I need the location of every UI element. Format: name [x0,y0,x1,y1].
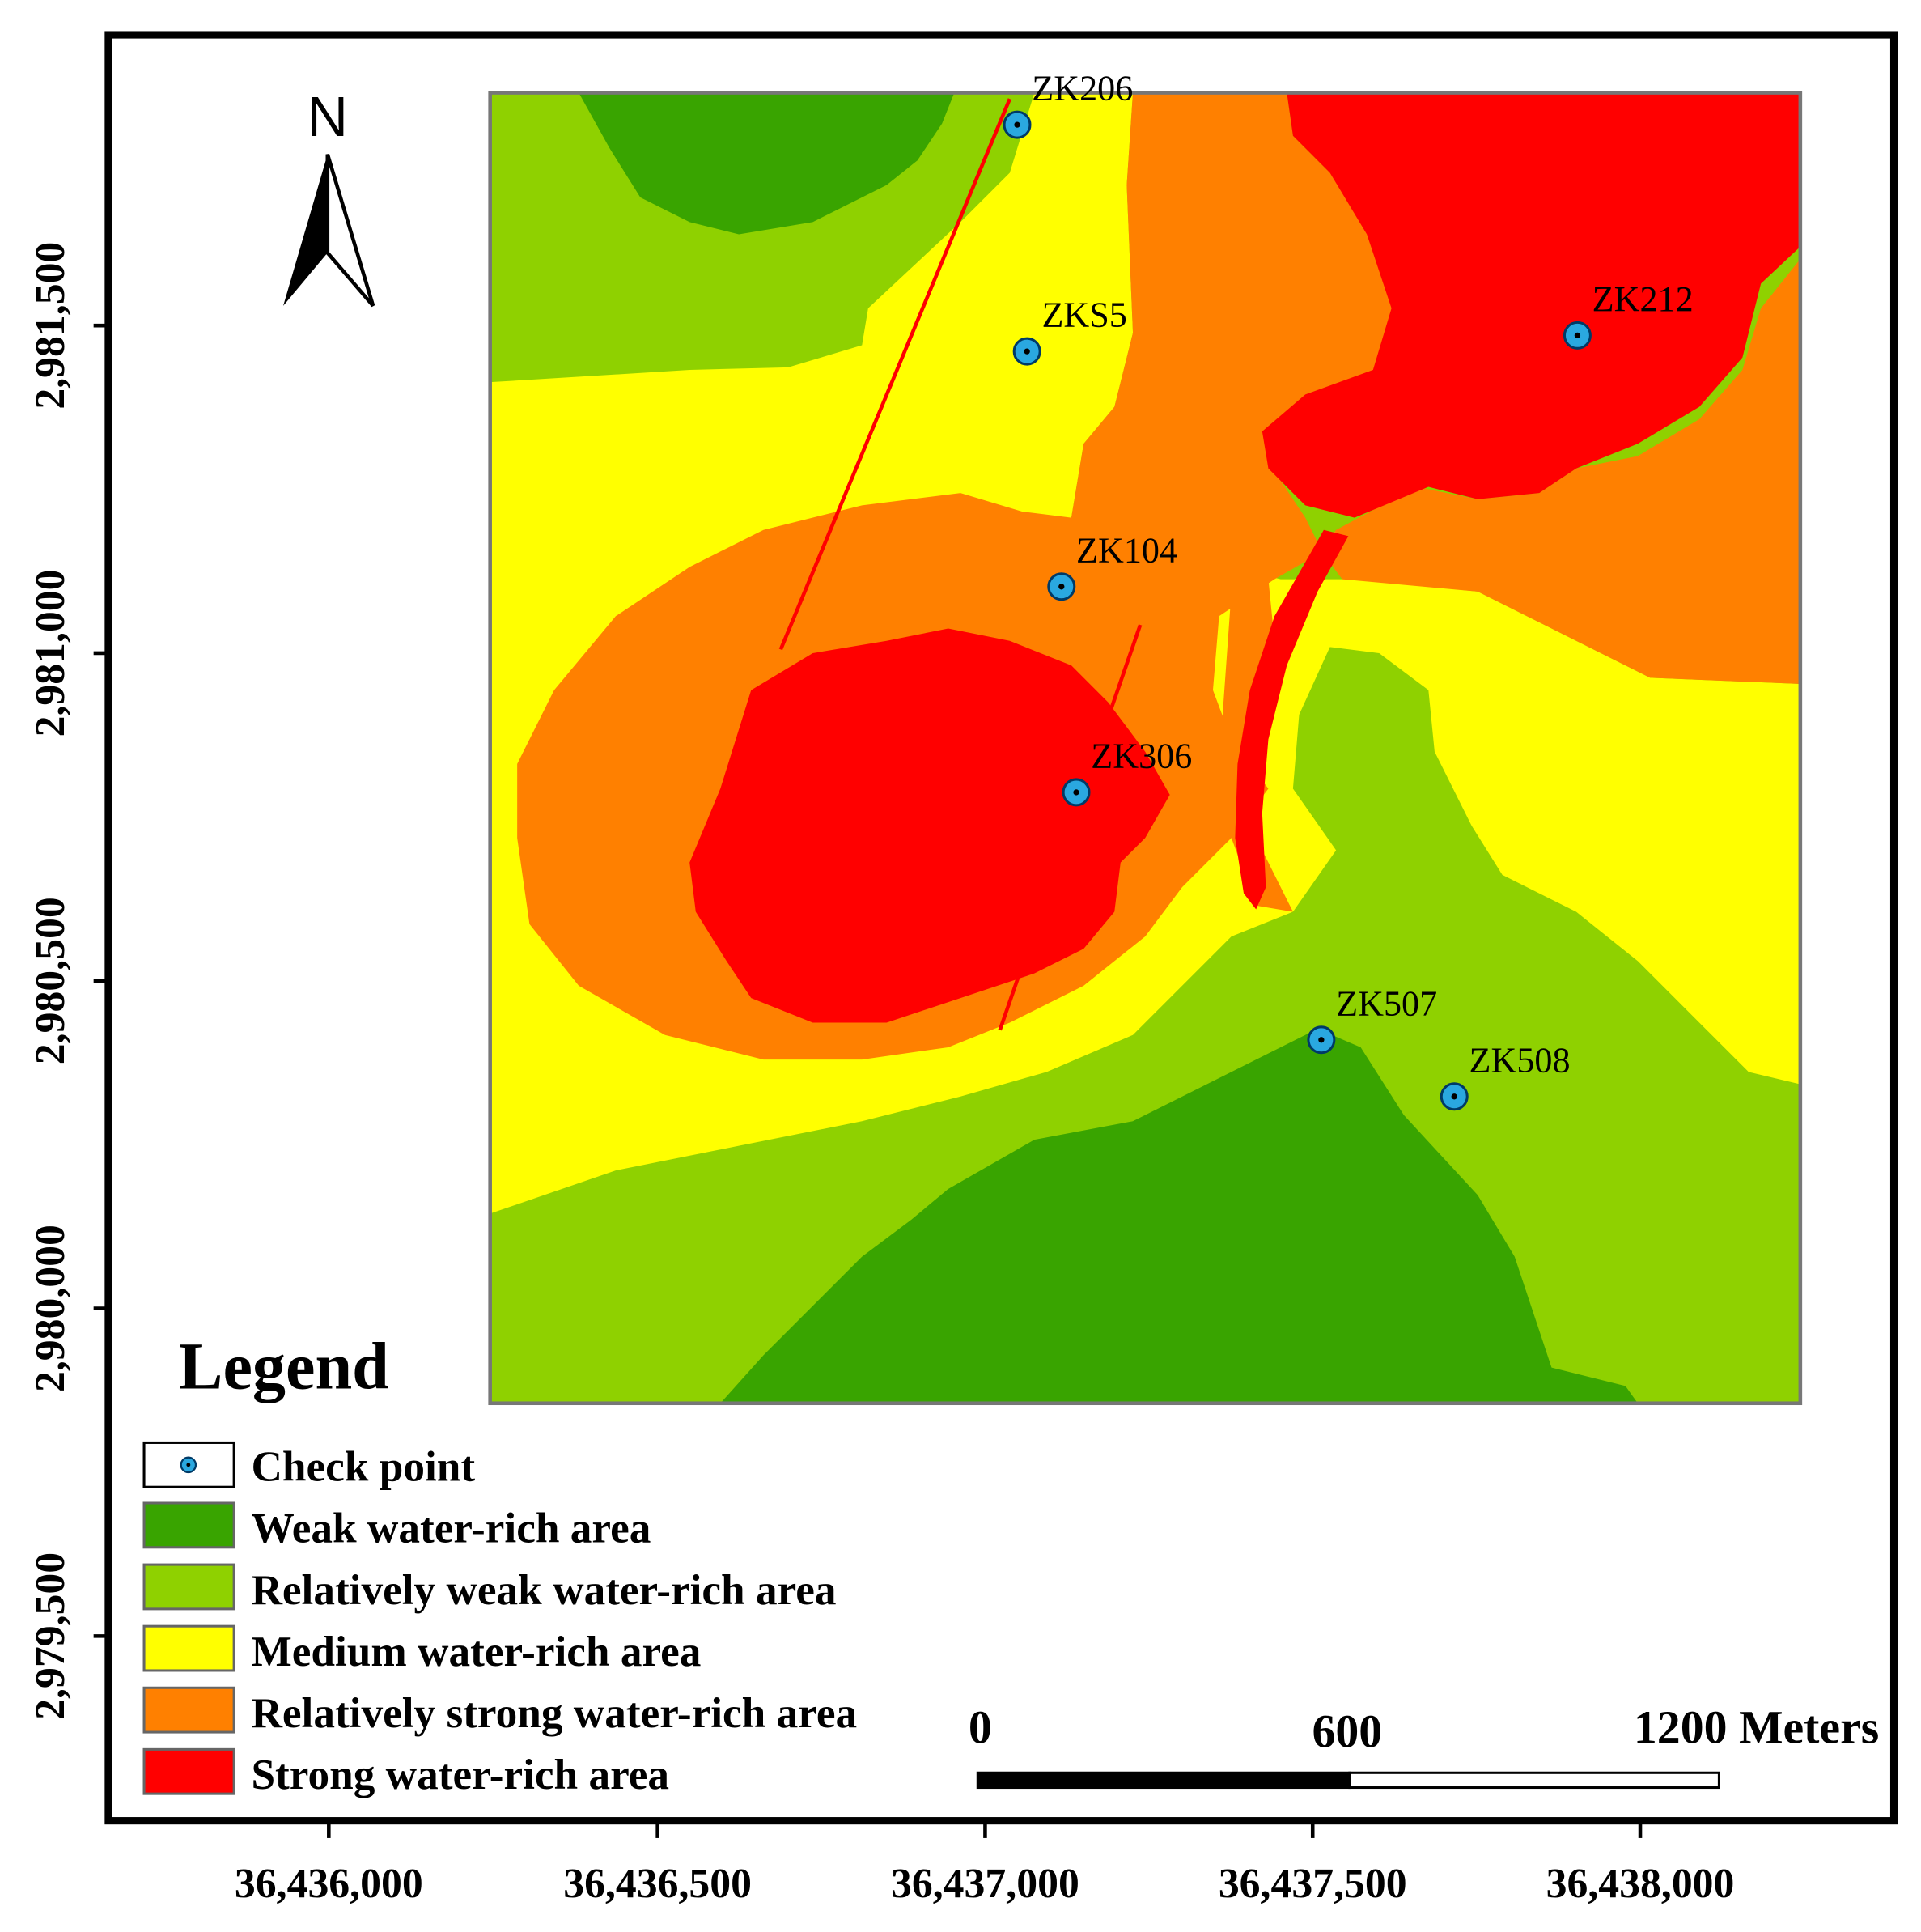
check-point-label: ZKS5 [1041,295,1126,335]
x-tick-label: 36,438,000 [1546,1861,1735,1907]
north-arrow-right-half [325,153,375,308]
zone-weak-bottom [720,1029,1638,1403]
y-tick-label: 2,980,500 [28,897,74,1064]
map-panel [488,91,1803,1406]
check-point: ZK104 [1047,530,1177,601]
y-tick-label: 2,981,000 [28,569,74,737]
y-axis: 2,981,500 2,981,000 2,980,500 2,980,000 … [28,242,108,1720]
legend: Legend Check point Weak water-rich area … [142,1329,857,1798]
legend-swatch [142,1501,235,1549]
legend-item-label: Medium water-rich area [251,1628,701,1675]
legend-swatch [142,1624,235,1672]
check-point-label: ZK306 [1091,736,1192,775]
legend-item-label: Relatively strong water-rich area [251,1689,857,1737]
scale-bar: 0 600 1200 Meters [969,1701,1879,1790]
legend-item-label: Check point [251,1443,475,1491]
legend-item-label: Strong water-rich area [251,1751,669,1798]
check-point: ZK508 [1440,1040,1571,1111]
y-tick-label: 2,981,500 [28,242,74,410]
check-point-label: ZK104 [1076,530,1177,570]
x-tick-label: 36,437,500 [1219,1861,1407,1907]
legend-swatch [142,1563,235,1611]
legend-item-label: Relatively weak water-rich area [251,1566,836,1614]
check-point-label: ZK507 [1336,983,1437,1023]
scale-bar-label: 1200 Meters [1634,1701,1879,1754]
zone-strong-top [1262,92,1800,518]
zone-strong-central [689,628,1170,1023]
fault-line-north [778,98,1011,651]
check-point: ZK206 [1003,69,1133,139]
x-tick-label: 36,436,500 [563,1861,752,1907]
x-axis: 36,436,000 36,436,500 36,437,000 36,437,… [235,1820,1735,1907]
map-panel-border [488,91,1803,1406]
scale-bar-black-segment [976,1771,1351,1790]
zone-weak-top [579,92,955,235]
check-point: ZK212 [1563,279,1694,350]
scale-bar-label: 0 [969,1701,992,1754]
check-point-label: ZK206 [1032,69,1133,108]
scale-bar-label: 600 [1312,1705,1382,1757]
north-arrow-label: N [307,85,349,148]
check-point-label: ZK508 [1469,1040,1571,1080]
y-tick-label: 2,979,500 [28,1552,74,1720]
check-points-layer: ZK206 ZKS5 ZK212 ZK104 ZK306 ZK507 [1003,69,1694,1111]
zone-strong-finger [1235,529,1349,910]
scale-bar-white-segment [1348,1771,1720,1790]
check-point: ZKS5 [1012,295,1127,366]
legend-title: Legend [179,1329,389,1403]
legend-swatch [142,1686,235,1734]
check-point-label: ZK212 [1592,279,1694,319]
fault-line-south [998,624,1143,1031]
y-tick-label: 2,980,000 [28,1225,74,1392]
legend-item-label: Weak water-rich area [251,1505,651,1552]
legend-swatch [142,1747,235,1795]
check-point: ZK306 [1062,736,1192,807]
x-tick-label: 36,436,000 [235,1861,423,1907]
x-tick-label: 36,437,000 [891,1861,1079,1907]
check-point: ZK507 [1307,983,1437,1055]
